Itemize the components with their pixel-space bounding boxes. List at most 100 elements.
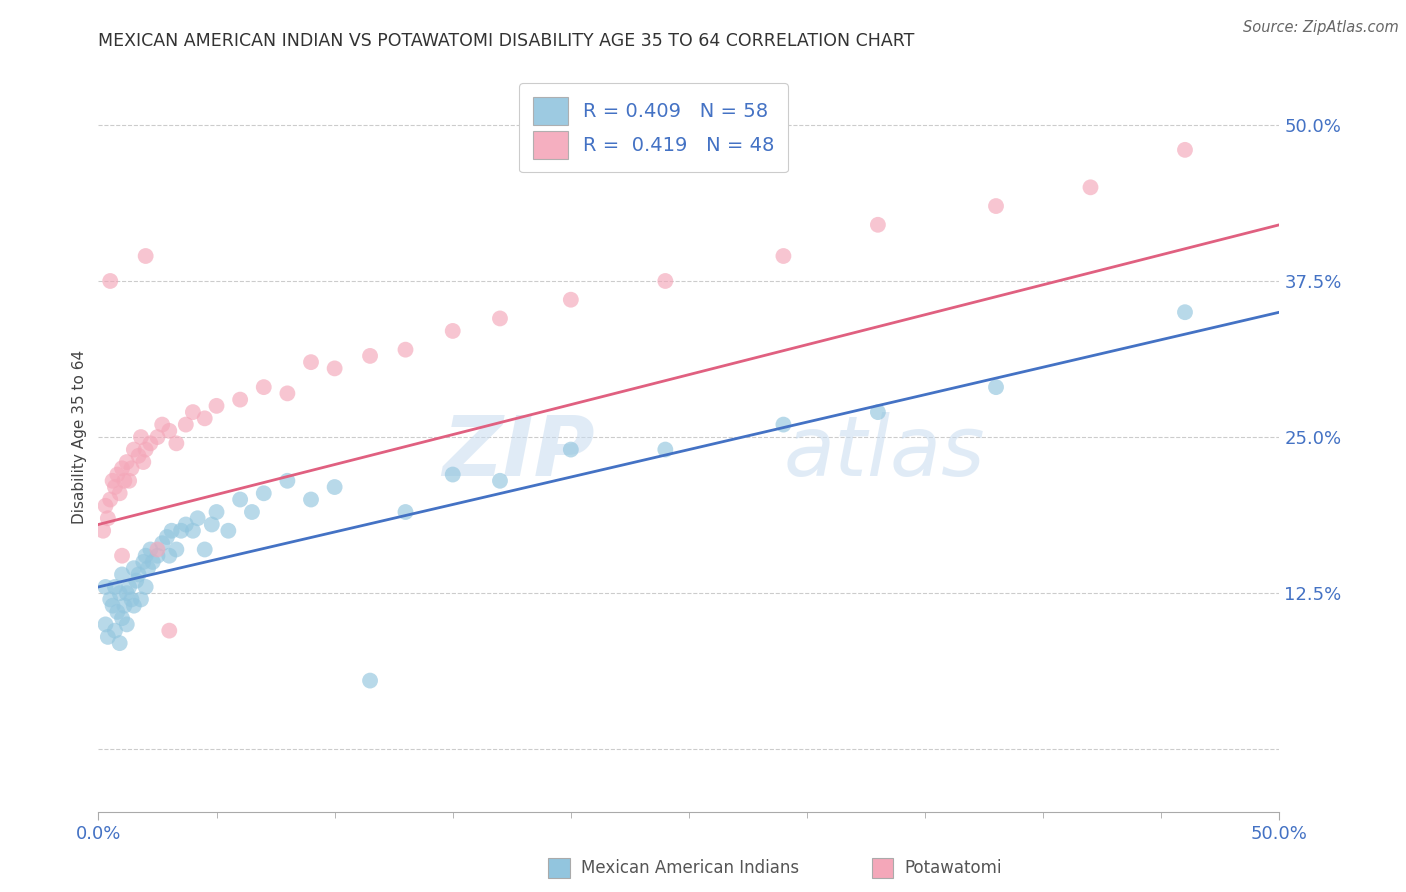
Point bbox=[359, 349, 381, 363]
Text: Mexican American Indians: Mexican American Indians bbox=[581, 859, 800, 877]
Point bbox=[156, 530, 179, 544]
Point bbox=[108, 486, 131, 500]
Point bbox=[187, 511, 209, 525]
Point bbox=[105, 467, 128, 482]
Point bbox=[115, 617, 138, 632]
Point bbox=[984, 199, 1007, 213]
Point bbox=[1080, 180, 1102, 194]
Point bbox=[146, 549, 169, 563]
Point bbox=[128, 567, 150, 582]
Point bbox=[112, 599, 135, 613]
Text: Potawatomi: Potawatomi bbox=[904, 859, 1002, 877]
Point bbox=[866, 218, 889, 232]
Point bbox=[441, 467, 464, 482]
Point bbox=[104, 580, 127, 594]
Point bbox=[112, 474, 135, 488]
Point bbox=[98, 592, 121, 607]
Point bbox=[299, 355, 322, 369]
Bar bbox=[548, 858, 569, 878]
Point bbox=[1174, 143, 1197, 157]
Point bbox=[165, 436, 187, 450]
Point bbox=[866, 405, 889, 419]
Point bbox=[115, 586, 138, 600]
Point bbox=[160, 524, 183, 538]
Point bbox=[560, 442, 582, 457]
Point bbox=[101, 474, 124, 488]
Point bbox=[146, 430, 169, 444]
Point bbox=[122, 599, 145, 613]
Point bbox=[170, 524, 193, 538]
Point bbox=[299, 492, 322, 507]
Point bbox=[229, 492, 252, 507]
Text: atlas: atlas bbox=[783, 411, 986, 492]
Point bbox=[489, 474, 512, 488]
Point bbox=[150, 417, 173, 432]
Point bbox=[98, 274, 121, 288]
Point bbox=[121, 592, 143, 607]
Point bbox=[194, 542, 217, 557]
Point bbox=[194, 411, 217, 425]
Point bbox=[111, 549, 134, 563]
Point bbox=[118, 580, 141, 594]
Point bbox=[150, 536, 173, 550]
Point bbox=[253, 380, 276, 394]
Point bbox=[1174, 305, 1197, 319]
Point bbox=[984, 380, 1007, 394]
Point bbox=[181, 405, 204, 419]
Point bbox=[104, 480, 127, 494]
Point bbox=[394, 505, 416, 519]
Point bbox=[135, 442, 157, 457]
Point bbox=[217, 524, 239, 538]
Point bbox=[205, 399, 228, 413]
Point bbox=[654, 274, 676, 288]
Point bbox=[201, 517, 224, 532]
Point bbox=[118, 474, 141, 488]
Bar bbox=[872, 858, 893, 878]
Point bbox=[276, 386, 298, 401]
Point bbox=[135, 249, 157, 263]
Point bbox=[125, 574, 148, 588]
Point bbox=[174, 417, 197, 432]
Point bbox=[121, 461, 143, 475]
Point bbox=[111, 567, 134, 582]
Point bbox=[139, 436, 162, 450]
Point bbox=[359, 673, 381, 688]
Point bbox=[136, 561, 159, 575]
Text: MEXICAN AMERICAN INDIAN VS POTAWATOMI DISABILITY AGE 35 TO 64 CORRELATION CHART: MEXICAN AMERICAN INDIAN VS POTAWATOMI DI… bbox=[98, 32, 915, 50]
Point bbox=[165, 542, 187, 557]
Point bbox=[111, 611, 134, 625]
Point bbox=[276, 474, 298, 488]
Point bbox=[122, 561, 145, 575]
Point bbox=[135, 580, 157, 594]
Point bbox=[772, 249, 794, 263]
Point bbox=[146, 542, 169, 557]
Point bbox=[104, 624, 127, 638]
Point bbox=[489, 311, 512, 326]
Point bbox=[108, 636, 131, 650]
Point bbox=[205, 505, 228, 519]
Point bbox=[174, 517, 197, 532]
Point bbox=[105, 605, 128, 619]
Point bbox=[142, 555, 165, 569]
Y-axis label: Disability Age 35 to 64: Disability Age 35 to 64 bbox=[72, 350, 87, 524]
Point bbox=[94, 617, 117, 632]
Point bbox=[128, 449, 150, 463]
Point bbox=[560, 293, 582, 307]
Point bbox=[157, 424, 180, 438]
Point bbox=[101, 599, 124, 613]
Point bbox=[229, 392, 252, 407]
Point bbox=[654, 442, 676, 457]
Point bbox=[132, 555, 155, 569]
Point bbox=[772, 417, 794, 432]
Point bbox=[441, 324, 464, 338]
Point bbox=[132, 455, 155, 469]
Point bbox=[129, 430, 152, 444]
Point bbox=[253, 486, 276, 500]
Point bbox=[111, 461, 134, 475]
Point bbox=[98, 492, 121, 507]
Point bbox=[91, 524, 114, 538]
Point bbox=[323, 480, 346, 494]
Point bbox=[157, 624, 180, 638]
Point bbox=[394, 343, 416, 357]
Point bbox=[135, 549, 157, 563]
